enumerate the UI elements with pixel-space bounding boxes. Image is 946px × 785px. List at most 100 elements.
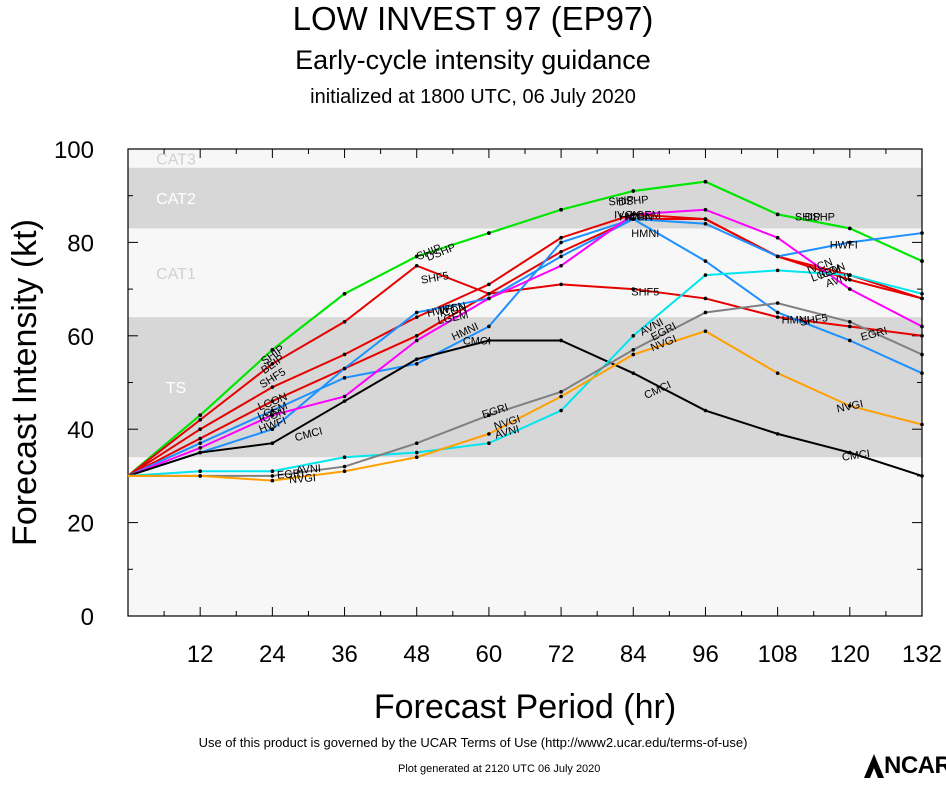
series-point-avni xyxy=(631,334,636,338)
band-label-cat1: CAT1 xyxy=(156,266,196,283)
series-point-hmni xyxy=(703,221,708,226)
series-point-dshp xyxy=(198,413,202,417)
series-point-icon xyxy=(198,446,202,450)
series-point-hwfi xyxy=(775,310,780,315)
series-point-hmni xyxy=(414,310,419,315)
series-point-avni xyxy=(775,268,780,273)
model-label-ship: SHIP xyxy=(608,194,635,208)
series-point-icon xyxy=(559,263,563,268)
series-point-nvgi xyxy=(198,474,202,478)
y-tick-label: 60 xyxy=(67,324,94,351)
model-label-shf5: SHF5 xyxy=(420,270,450,287)
model-label-shf5: SHF5 xyxy=(799,312,829,329)
series-point-shf5 xyxy=(920,334,924,338)
series-line-icon xyxy=(127,208,923,477)
x-tick-label: 108 xyxy=(758,641,798,668)
series-point-nvgi xyxy=(414,455,419,460)
series-point-ivcn xyxy=(414,334,419,338)
series-point-nvgi xyxy=(775,371,780,375)
x-tick-label: 120 xyxy=(830,641,870,668)
series-point-lgem xyxy=(342,352,347,357)
band-ts xyxy=(128,317,922,458)
series-point-cmci xyxy=(198,450,202,455)
x-tick-label: 12 xyxy=(187,641,214,668)
series-point-ivcn xyxy=(920,296,924,301)
chart-title: LOW INVEST 97 (EP97) xyxy=(292,0,654,37)
series-point-icon xyxy=(920,324,924,329)
series-point-hwfi xyxy=(487,324,491,329)
series-point-ivcn xyxy=(559,249,563,254)
series-point-avni xyxy=(559,408,563,413)
series-point-lgem xyxy=(270,385,275,389)
series-point-dshp xyxy=(487,231,491,235)
series-point-dshp xyxy=(414,254,419,259)
band-label-ts: TS xyxy=(166,380,186,397)
series-point-ivcn xyxy=(270,399,275,403)
series-point-hmni xyxy=(775,254,780,259)
series-point-egri xyxy=(775,301,780,305)
x-tick-label: 72 xyxy=(548,641,575,668)
series-point-avni xyxy=(270,469,275,474)
series-point-shf5 xyxy=(848,324,852,329)
chart-subtitle: Early-cycle intensity guidance xyxy=(295,45,651,75)
ncar-logo: NCAR xyxy=(862,752,946,780)
series-point-cmci xyxy=(342,399,347,403)
model-label-hmni: HMNI xyxy=(631,228,659,240)
series-point-hmni xyxy=(342,366,347,371)
initialized-time: initialized at 1800 UTC, 06 July 2020 xyxy=(310,86,636,108)
series-point-egri xyxy=(703,310,708,315)
series-point-nvgi xyxy=(487,432,491,436)
series-point-lgem xyxy=(559,235,563,240)
series-point-egri xyxy=(342,464,347,469)
model-label-hwfi: HWFI xyxy=(830,240,858,252)
model-label-avni: AVNI xyxy=(296,463,322,477)
model-label-nvgi: NVGI xyxy=(289,472,317,486)
x-tick-label: 48 xyxy=(403,641,430,668)
series-line-cmci xyxy=(127,339,923,477)
series-line-hmni xyxy=(127,218,923,477)
series-point-shf5 xyxy=(775,315,780,319)
band-cat3 xyxy=(128,149,922,168)
series-point-dshp xyxy=(775,212,780,217)
model-label-hwfi: HWFI xyxy=(619,212,647,224)
series-line-avni xyxy=(127,269,923,477)
series-point-hmni xyxy=(559,254,563,259)
y-tick-label: 40 xyxy=(67,417,94,444)
series-point-dshp xyxy=(848,226,852,231)
x-tick-label: 132 xyxy=(902,641,942,668)
series-point-ivcn xyxy=(487,291,491,296)
x-tick-label: 36 xyxy=(331,641,358,668)
series-point-avni xyxy=(342,455,347,460)
series-point-icon xyxy=(270,413,275,417)
model-label-hwfi: HWFI xyxy=(426,302,456,320)
series-point-avni xyxy=(703,273,708,277)
series-point-hwfi xyxy=(920,371,924,375)
terms-of-use[interactable]: Use of this product is governed by the U… xyxy=(198,735,748,750)
series-point-hwfi xyxy=(342,376,347,380)
series-point-shf5 xyxy=(414,263,419,268)
series-point-cmci xyxy=(848,450,852,455)
series-point-nvgi xyxy=(703,329,708,333)
series-point-cmci xyxy=(920,474,924,478)
model-label-ship: SHIP xyxy=(795,212,821,224)
model-label-nvgi: NVGI xyxy=(836,398,865,415)
x-tick-label: 96 xyxy=(692,641,719,668)
y-tick-label: 100 xyxy=(54,137,94,164)
series-point-dshp xyxy=(703,179,708,184)
series-point-lgem xyxy=(487,282,491,287)
model-label-dshp: DSHP xyxy=(618,194,649,209)
series-point-shf5 xyxy=(703,296,708,301)
series-point-shf5 xyxy=(631,287,636,291)
x-tick-label: 60 xyxy=(476,641,503,668)
series-point-hmni xyxy=(270,427,275,432)
band-label-cat3: CAT3 xyxy=(156,151,196,168)
series-point-icon xyxy=(775,235,780,240)
ncar-logo-icon xyxy=(864,754,884,778)
series-point-nvgi xyxy=(631,352,636,357)
series-point-avni xyxy=(487,441,491,446)
model-label-shf5: SHF5 xyxy=(631,286,659,298)
series-line-ivcn xyxy=(127,218,923,477)
series-point-hmni xyxy=(848,240,852,245)
series-point-hwfi xyxy=(198,441,202,446)
series-point-nvgi xyxy=(848,404,852,408)
